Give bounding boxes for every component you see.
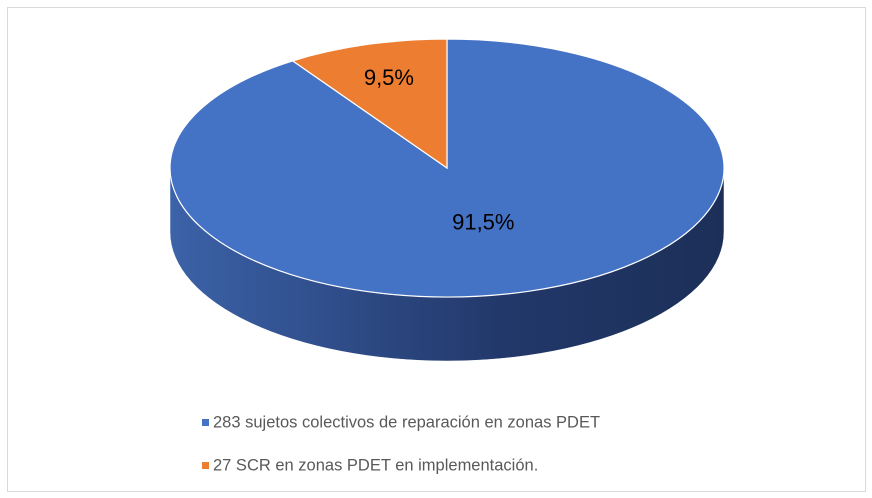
data-label: 9,5% bbox=[364, 65, 414, 90]
legend: 283 sujetos colectivos de reparación en … bbox=[202, 413, 600, 474]
pie: 91,5% 9,5% bbox=[169, 38, 725, 362]
legend-swatch bbox=[202, 462, 209, 469]
slice bbox=[291, 38, 448, 170]
legend-label: 283 sujetos colectivos de reparación en … bbox=[213, 413, 600, 431]
legend-label: 27 SCR en zonas PDET en implementación. bbox=[213, 456, 538, 474]
data-label: 91,5% bbox=[452, 209, 514, 234]
legend-swatch bbox=[202, 419, 209, 426]
